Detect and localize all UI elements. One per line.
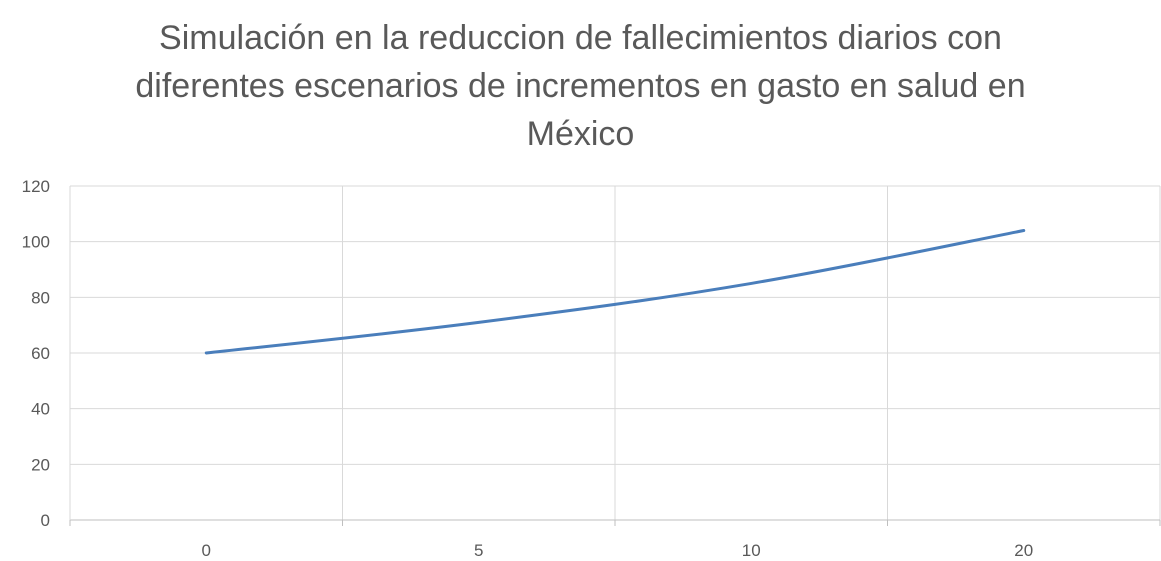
x-tick-label-10: 10: [742, 541, 761, 560]
y-tick-label-120: 120: [22, 177, 50, 196]
grid: [70, 185, 1161, 520]
y-tick-label-40: 40: [31, 400, 50, 419]
chart-title: Simulación en la reduccion de fallecimie…: [0, 14, 1161, 158]
y-tick-label-80: 80: [31, 288, 50, 307]
x-tick-label-0: 0: [202, 541, 211, 560]
series-line-0: [204, 229, 1026, 355]
y-tick-label-0: 0: [41, 511, 50, 530]
tick-labels: 0 20 40 60 80 100 120 0 5 10 20: [22, 177, 1034, 560]
x-tick-label-20: 20: [1014, 541, 1033, 560]
y-tick-label-60: 60: [31, 344, 50, 363]
y-tick-label-100: 100: [22, 233, 50, 252]
chart-title-line-2: diferentes escenarios de incrementos en …: [135, 67, 1026, 105]
axes: [69, 186, 1161, 526]
series: [204, 229, 1026, 355]
y-tick-label-20: 20: [31, 455, 50, 474]
chart-title-line-3: México: [526, 115, 635, 153]
chart-title-line-1: Simulación en la reduccion de fallecimie…: [159, 19, 1002, 57]
x-tick-label-5: 5: [474, 541, 483, 560]
